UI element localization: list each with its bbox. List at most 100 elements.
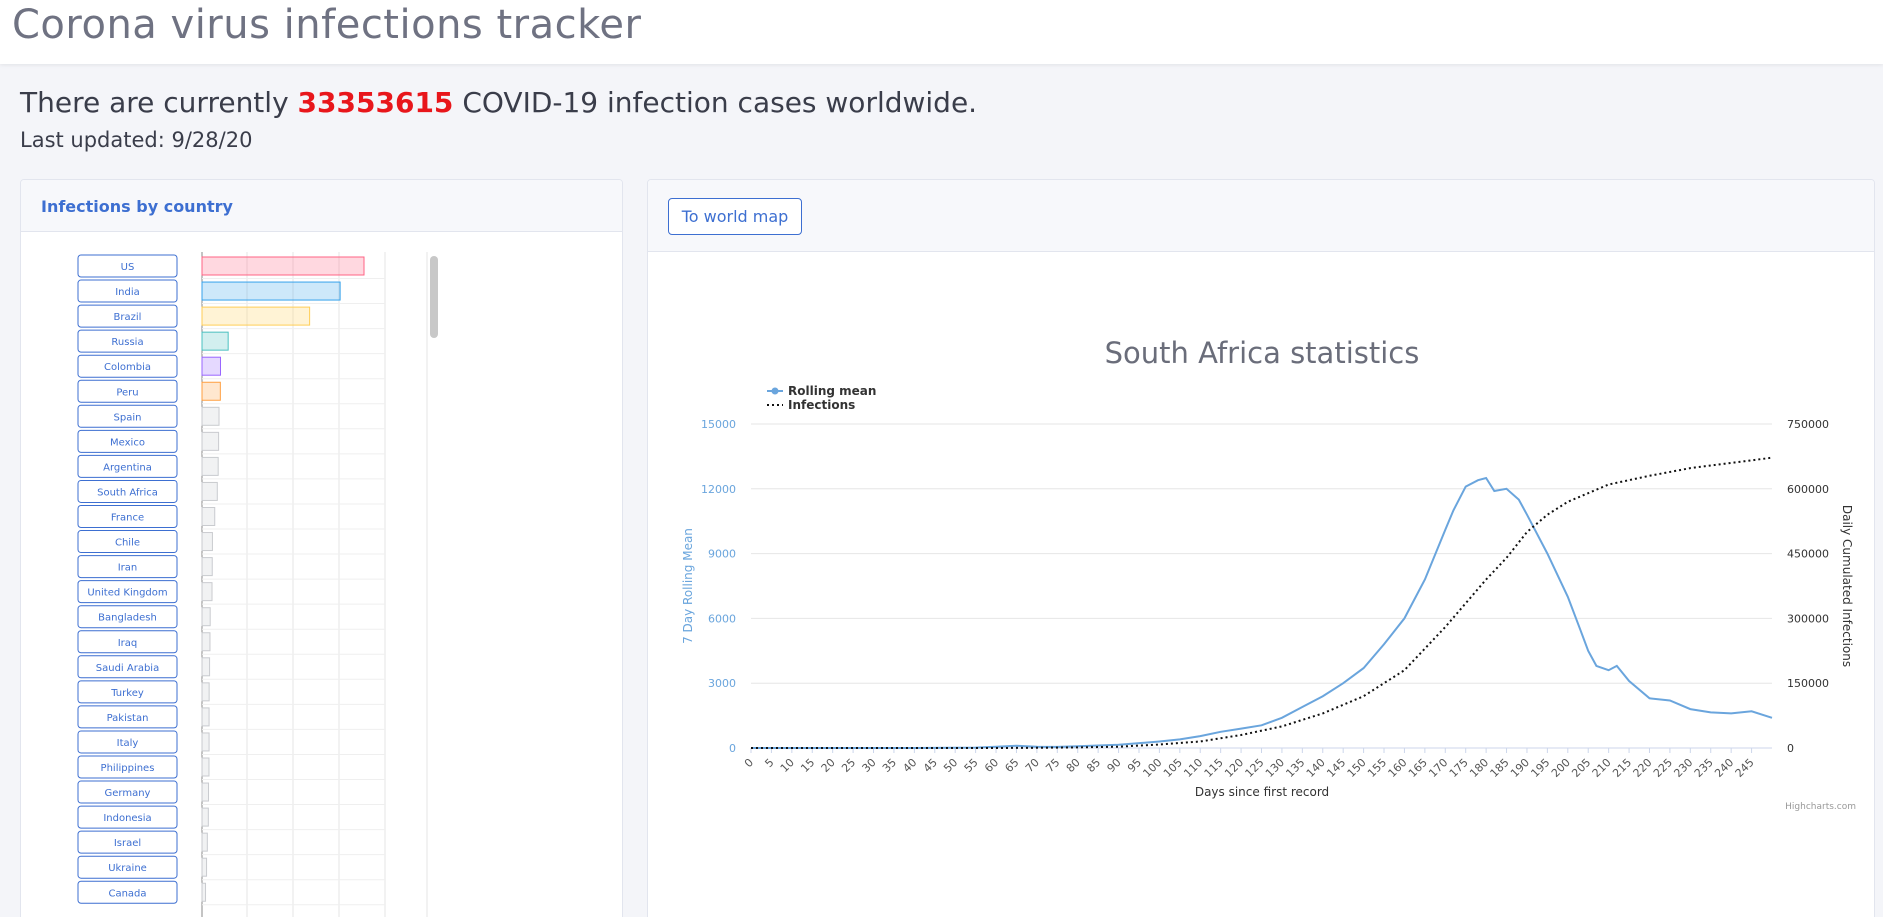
x-tick-label: 120 xyxy=(1222,756,1246,780)
chart-credits[interactable]: Highcharts.com xyxy=(1785,802,1856,812)
legend-item-infections[interactable]: Infections xyxy=(767,398,855,412)
legend-marker xyxy=(771,387,779,395)
y-left-tick-label: 3000 xyxy=(708,677,736,690)
legend-item-rolling-mean[interactable]: Rolling mean xyxy=(767,384,876,398)
legend-label: Rolling mean xyxy=(788,384,876,398)
country-button-frame[interactable] xyxy=(77,379,178,403)
country-bar xyxy=(201,832,208,852)
x-tick-label: 75 xyxy=(1043,756,1062,775)
country-button-united-kingdom[interactable]: United Kingdom xyxy=(77,580,178,604)
country-button-mexico[interactable]: Mexico xyxy=(77,429,178,453)
country-button-turkey[interactable]: Turkey xyxy=(77,680,178,704)
country-button-frame[interactable] xyxy=(77,755,178,779)
country-button-frame[interactable] xyxy=(77,555,178,579)
country-button-frame[interactable] xyxy=(77,880,178,904)
country-button-indonesia[interactable]: Indonesia xyxy=(77,805,178,829)
country-label: Indonesia xyxy=(103,813,151,824)
x-tick-label: 170 xyxy=(1426,756,1450,780)
country-button-frame[interactable] xyxy=(77,304,178,328)
country-bar xyxy=(201,707,210,727)
country-bar xyxy=(201,331,229,351)
country-button-india[interactable]: India xyxy=(77,279,178,303)
country-button-israel[interactable]: Israel xyxy=(77,830,178,854)
x-tick-label: 225 xyxy=(1651,756,1675,780)
country-button-frame[interactable] xyxy=(77,705,178,729)
legend-label: Infections xyxy=(788,398,855,412)
country-button-italy[interactable]: Italy xyxy=(77,730,178,754)
country-bar xyxy=(201,682,210,702)
country-button-frame[interactable] xyxy=(77,505,178,528)
country-label: Brazil xyxy=(114,312,142,323)
country-label: Bangladesh xyxy=(98,613,157,624)
x-tick-label: 65 xyxy=(1002,756,1021,775)
infections-by-country-card: Infections by country US India Brazil Russi… xyxy=(20,179,623,917)
country-button-canada[interactable]: Canada xyxy=(77,880,178,904)
y-right-tick-label: 600000 xyxy=(1787,483,1829,496)
to-world-map-button[interactable]: To world map xyxy=(668,198,802,235)
country-bar xyxy=(201,431,220,451)
country-button-frame[interactable] xyxy=(77,730,178,754)
country-button-bangladesh[interactable]: Bangladesh xyxy=(77,605,178,629)
country-button-us[interactable]: US xyxy=(77,254,178,278)
y-left-tick-label: 6000 xyxy=(708,612,736,625)
country-button-frame[interactable] xyxy=(77,680,178,704)
country-bar xyxy=(201,381,221,401)
y-left-tick-label: 0 xyxy=(729,742,736,755)
country-bar xyxy=(201,607,211,627)
x-tick-label: 100 xyxy=(1140,756,1164,780)
country-statistics-card: To world map South Africa statistics 0 300… xyxy=(647,179,1875,917)
country-bar xyxy=(201,857,208,877)
country-button-russia[interactable]: Russia xyxy=(77,329,178,353)
y-right-tick-label: 150000 xyxy=(1787,677,1829,690)
country-button-frame[interactable] xyxy=(77,479,178,503)
country-button-frame[interactable] xyxy=(77,329,178,353)
country-button-frame[interactable] xyxy=(77,354,178,378)
country-label: United Kingdom xyxy=(87,588,167,599)
country-label: Peru xyxy=(116,387,138,398)
x-tick-label: 10 xyxy=(778,756,797,775)
country-button-frame[interactable] xyxy=(77,655,178,679)
country-button-frame[interactable] xyxy=(77,830,178,854)
country-button-saudi-arabia[interactable]: Saudi Arabia xyxy=(77,655,178,679)
country-button-frame[interactable] xyxy=(77,404,178,428)
country-button-chile[interactable]: Chile xyxy=(77,530,178,554)
country-button-colombia[interactable]: Colombia xyxy=(77,354,178,378)
country-button-spain[interactable]: Spain xyxy=(77,404,178,428)
country-button-pakistan[interactable]: Pakistan xyxy=(77,705,178,729)
country-label: Iraq xyxy=(118,638,138,649)
country-button-iraq[interactable]: Iraq xyxy=(77,630,178,654)
country-button-germany[interactable]: Germany xyxy=(77,780,178,804)
x-tick-label: 215 xyxy=(1610,756,1634,780)
x-tick-label: 90 xyxy=(1105,756,1124,775)
x-tick-label: 30 xyxy=(860,756,879,775)
last-updated: Last updated: 9/28/20 xyxy=(20,128,253,152)
country-button-frame[interactable] xyxy=(77,429,178,453)
x-tick-label: 45 xyxy=(921,756,940,775)
country-bar xyxy=(201,757,210,777)
country-button-frame[interactable] xyxy=(77,530,178,554)
country-button-philippines[interactable]: Philippines xyxy=(77,755,178,779)
country-button-argentina[interactable]: Argentina xyxy=(77,454,178,478)
y-left-tick-label: 15000 xyxy=(701,418,736,431)
x-tick-label: 60 xyxy=(982,756,1001,775)
country-button-frame[interactable] xyxy=(77,780,178,804)
country-bar xyxy=(201,732,210,752)
country-button-frame[interactable] xyxy=(77,605,178,629)
country-bar xyxy=(201,882,207,902)
country-button-south-africa[interactable]: South Africa xyxy=(77,479,178,503)
x-tick-label: 160 xyxy=(1386,756,1410,780)
app-header: Corona virus infections tracker xyxy=(0,0,1883,64)
country-button-peru[interactable]: Peru xyxy=(77,379,178,403)
country-button-frame[interactable] xyxy=(77,254,178,278)
country-button-brazil[interactable]: Brazil xyxy=(77,304,178,328)
country-button-frame[interactable] xyxy=(77,580,178,604)
country-button-frame[interactable] xyxy=(77,805,178,829)
country-button-iran[interactable]: Iran xyxy=(77,555,178,579)
country-button-frame[interactable] xyxy=(77,279,178,303)
country-button-frame[interactable] xyxy=(77,630,178,654)
country-button-frame[interactable] xyxy=(77,454,178,478)
scrollbar-thumb[interactable] xyxy=(430,256,438,338)
country-button-frame[interactable] xyxy=(77,855,178,879)
country-button-france[interactable]: France xyxy=(77,505,178,528)
country-button-ukraine[interactable]: Ukraine xyxy=(77,855,178,879)
